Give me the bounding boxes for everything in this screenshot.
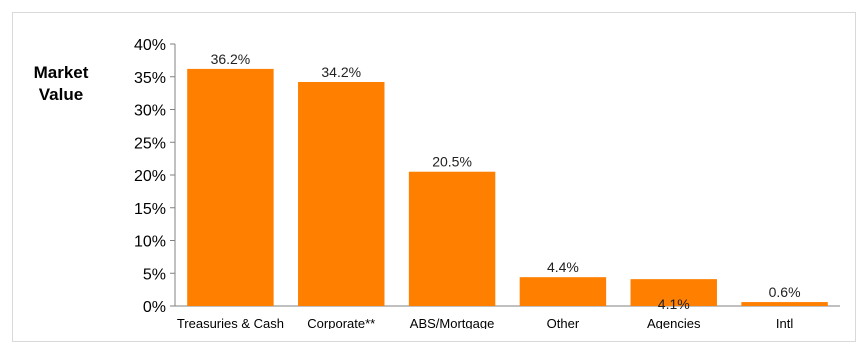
data-label: 36.2% bbox=[211, 51, 251, 67]
bar-chart: 0% 5% 10% 15% 20% 25% 30% 35% 40% 36.2% Treasuries… bbox=[134, 37, 840, 329]
y-tick-label: 20% bbox=[134, 168, 166, 185]
y-axis-label-line-2: Value bbox=[38, 85, 84, 104]
y-axis-label: Market Value bbox=[30, 62, 92, 106]
bar bbox=[298, 81, 385, 307]
data-label: 4.4% bbox=[547, 259, 579, 275]
data-label: 34.2% bbox=[321, 64, 361, 80]
y-tick-label: 0% bbox=[143, 299, 166, 316]
x-tick-label: ABS/Mortgage bbox=[410, 316, 495, 329]
x-tick-label: Corporate** bbox=[307, 316, 375, 329]
y-tick-label: 25% bbox=[134, 135, 166, 152]
data-label: 0.6% bbox=[769, 284, 801, 300]
x-tick-label: Agencies bbox=[647, 316, 701, 329]
y-tick-label: 35% bbox=[134, 70, 166, 87]
bar bbox=[630, 279, 717, 306]
bar bbox=[741, 302, 828, 306]
bar bbox=[187, 68, 274, 306]
y-tick-label: 10% bbox=[134, 234, 166, 251]
x-tick-label: Intl bbox=[776, 316, 793, 329]
bar bbox=[408, 171, 496, 306]
top-strip bbox=[0, 0, 858, 6]
y-tick-label: 5% bbox=[143, 266, 166, 283]
y-axis-label-line-1: Market bbox=[33, 63, 89, 82]
data-label: 20.5% bbox=[432, 154, 472, 170]
y-tick-label: 30% bbox=[134, 103, 166, 120]
x-tick-label: Other bbox=[547, 316, 580, 329]
data-label: 4.1% bbox=[658, 296, 690, 312]
y-tick-label: 15% bbox=[134, 201, 166, 218]
y-tick-label: 40% bbox=[134, 37, 166, 54]
bar bbox=[519, 277, 607, 306]
x-tick-label: Treasuries & Cash bbox=[177, 316, 284, 329]
